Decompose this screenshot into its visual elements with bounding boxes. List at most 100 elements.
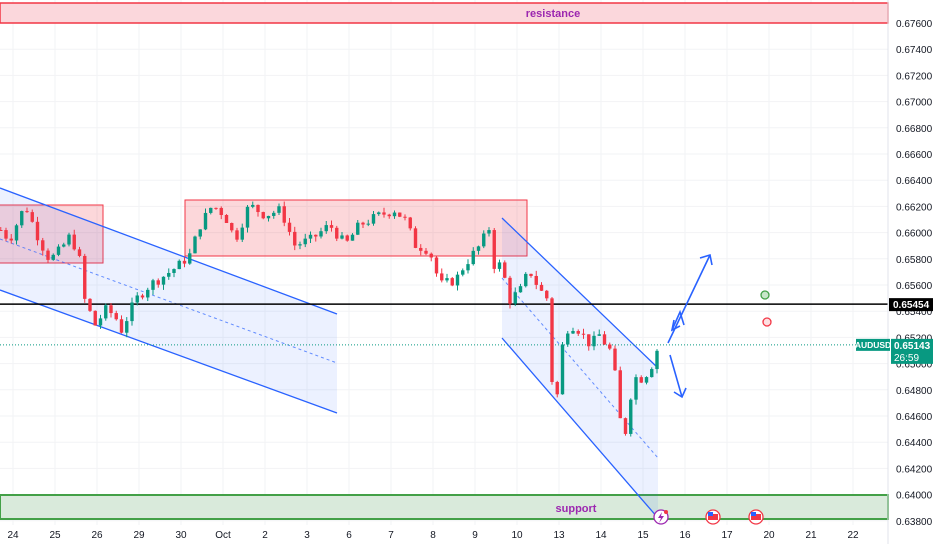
green-alert-marker[interactable]	[760, 290, 770, 300]
candle	[650, 367, 654, 378]
candle	[209, 207, 213, 215]
candle	[287, 217, 292, 236]
candle	[466, 259, 470, 274]
candle	[140, 293, 145, 300]
candle	[46, 248, 50, 263]
countdown-value: 26:59	[894, 353, 919, 364]
candle	[571, 327, 575, 335]
candle	[560, 341, 565, 395]
candle	[93, 310, 97, 326]
candle	[455, 271, 460, 291]
candle	[56, 244, 61, 257]
time-tick-label: Oct	[215, 530, 231, 541]
channel-2-top[interactable]	[501, 217, 659, 369]
candle	[356, 219, 360, 235]
candle	[555, 380, 559, 398]
candle	[83, 253, 87, 303]
arrow-up-head	[699, 253, 713, 266]
candle	[151, 278, 155, 295]
candle	[109, 302, 113, 318]
lightning-icon[interactable]	[653, 509, 669, 525]
time-tick-label: 13	[553, 530, 565, 541]
support-zone[interactable]	[0, 494, 889, 520]
time-tick-label: 8	[430, 530, 436, 541]
last-price-badge: AUDUSD 0.65143 26:59	[855, 338, 933, 364]
candle	[471, 247, 475, 266]
candle	[581, 328, 586, 339]
candle	[566, 330, 570, 347]
candle	[230, 222, 234, 233]
candle	[613, 345, 617, 372]
red-alert-marker[interactable]	[762, 317, 772, 327]
time-tick-label: 20	[763, 530, 775, 541]
candle	[524, 272, 528, 288]
channel-2-bottom[interactable]	[501, 337, 659, 519]
candle	[366, 219, 370, 227]
candle	[597, 329, 601, 336]
candle	[392, 210, 397, 219]
candle	[539, 282, 544, 292]
price-tick-label: 0.66000	[896, 229, 933, 240]
candle	[235, 227, 239, 242]
us-flag-icon[interactable]	[748, 509, 764, 525]
candle	[534, 270, 538, 290]
last-price-value: 0.65143	[894, 341, 931, 352]
candle	[529, 273, 533, 278]
channel-1-bottom[interactable]	[0, 289, 338, 414]
consolidation-box-2[interactable]	[184, 199, 528, 257]
candle	[461, 268, 465, 277]
grid	[0, 0, 888, 525]
time-axis[interactable]: 24 25 26 29 30 Oct 2 3 6 7 8 9 10 13 14 15 16 17 20 21 22	[7, 530, 859, 541]
symbol-label: AUDUSD	[855, 340, 891, 350]
channel-1-fill	[0, 188, 337, 413]
candle	[256, 204, 260, 217]
candle	[282, 201, 286, 227]
candle	[172, 268, 176, 278]
candle	[293, 226, 297, 251]
price-tick-label: 0.64600	[896, 412, 933, 423]
candle	[345, 234, 349, 242]
candle	[261, 211, 265, 220]
candle	[266, 215, 271, 222]
candle	[350, 233, 355, 241]
candle	[623, 417, 628, 436]
price-tick-label: 0.66600	[896, 150, 933, 161]
candle	[177, 259, 181, 270]
arrow-down	[669, 354, 683, 398]
candle	[298, 241, 302, 250]
price-tick-label: 0.63800	[896, 517, 933, 528]
projection-arrows[interactable]	[667, 253, 713, 399]
candle	[440, 268, 444, 283]
time-tick-label: 7	[388, 530, 394, 541]
candle	[161, 276, 166, 290]
candle	[188, 248, 192, 265]
key-level-badge: 0.65454	[889, 298, 933, 312]
candle	[308, 231, 313, 243]
candle	[518, 283, 523, 293]
support-label: support	[556, 503, 597, 515]
candle	[203, 208, 208, 231]
channel-1-top[interactable]	[0, 187, 338, 315]
time-tick-label: 14	[595, 530, 607, 541]
candle	[77, 246, 82, 258]
candles	[0, 201, 659, 437]
candle	[587, 334, 591, 351]
arrow-up	[667, 254, 711, 344]
price-axis[interactable]: 0.67600 0.67400 0.67200 0.67000 0.66800 0.666…	[887, 0, 933, 544]
time-tick-label: 25	[49, 530, 61, 541]
candle	[198, 229, 202, 240]
us-flag-icon[interactable]	[705, 509, 721, 525]
candle	[639, 375, 643, 384]
price-tick-label: 0.64200	[896, 464, 933, 475]
key-level-value: 0.65454	[893, 300, 930, 311]
time-tick-label: 30	[175, 530, 187, 541]
resistance-zone[interactable]	[0, 2, 889, 24]
price-tick-label: 0.67400	[896, 45, 933, 56]
resistance-label: resistance	[526, 8, 580, 20]
time-tick-label: 2	[262, 530, 268, 541]
price-tick-label: 0.66800	[896, 124, 933, 135]
candle	[503, 260, 507, 279]
candle	[67, 232, 71, 247]
